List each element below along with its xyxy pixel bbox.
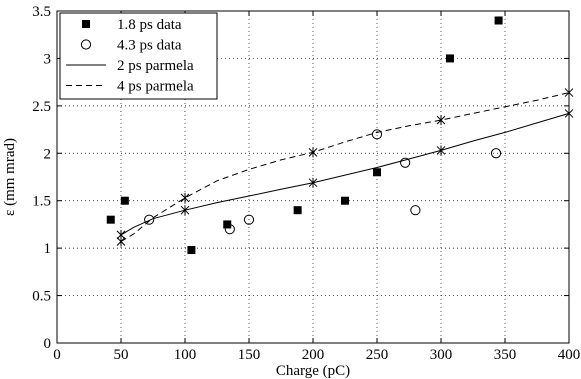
data-point <box>144 214 155 225</box>
legend: 1.8 ps data 4.3 ps data 2 ps parmela 4 ps p… <box>59 12 218 100</box>
y-axis-label: ε (mm mrad) <box>2 138 18 216</box>
data-point <box>410 205 421 216</box>
data-point <box>373 168 381 177</box>
legend-entry: 4 ps parmela <box>66 79 194 95</box>
y-tick-label: 0.5 <box>32 289 51 305</box>
data-point <box>445 54 454 63</box>
series-marker <box>436 145 446 156</box>
x-axis-label: Charge (pC) <box>276 363 350 379</box>
legend-label: 4.3 ps data <box>117 38 182 54</box>
legend-entry: 4.3 ps data <box>80 38 182 54</box>
data-point <box>106 215 115 224</box>
y-axis-tick-labels: 0 0.5 1 1.5 2 2.5 3 3.5 <box>32 4 51 352</box>
series-marker <box>116 236 126 247</box>
x-tick-label: 400 <box>558 347 581 363</box>
legend-entry: 1.8 ps data <box>82 17 182 33</box>
y-tick-label: 3 <box>44 51 52 67</box>
plot-area <box>106 16 574 255</box>
series-line <box>120 92 570 242</box>
series-marker <box>180 192 190 203</box>
legend-marker <box>82 20 90 28</box>
data-point <box>243 214 255 225</box>
data-point <box>224 224 235 235</box>
y-tick-label: 2 <box>44 146 52 162</box>
legend-label: 2 ps parmela <box>117 58 194 74</box>
y-tick-label: 2.5 <box>32 99 51 115</box>
data-point <box>341 196 349 205</box>
legend-entry: 2 ps parmela <box>66 58 194 74</box>
x-tick-label: 100 <box>174 347 197 363</box>
data-point <box>293 206 302 215</box>
x-tick-label: 50 <box>114 347 129 363</box>
x-tick-label: 150 <box>238 347 261 363</box>
legend-label: 1.8 ps data <box>117 17 182 33</box>
series-marker <box>308 177 318 188</box>
y-tick-label: 0 <box>44 336 52 352</box>
series-1 <box>106 16 503 255</box>
x-tick-label: 250 <box>366 347 389 363</box>
x-tick-label: 0 <box>53 347 61 363</box>
series-line <box>120 112 570 236</box>
y-tick-label: 1 <box>44 241 52 257</box>
x-tick-label: 200 <box>302 347 325 363</box>
series-marker <box>308 147 318 158</box>
y-tick-label: 3.5 <box>32 4 51 20</box>
legend-label: 4 ps parmela <box>117 79 194 95</box>
data-point <box>400 157 411 168</box>
x-axis-tick-labels: 0 50 100 150 200 250 300 350 400 <box>53 347 580 363</box>
data-point <box>223 220 232 229</box>
y-tick-label: 1.5 <box>32 194 51 210</box>
series-3 <box>116 108 574 240</box>
x-tick-label: 350 <box>494 347 517 363</box>
data-point <box>187 246 196 255</box>
data-point <box>371 129 383 140</box>
series-marker <box>180 205 190 216</box>
data-point <box>490 148 502 159</box>
data-point <box>494 16 503 25</box>
legend-marker <box>80 39 92 50</box>
series-marker <box>436 115 446 126</box>
series-2 <box>144 129 502 235</box>
data-point <box>120 196 129 205</box>
x-tick-label: 300 <box>430 347 453 363</box>
